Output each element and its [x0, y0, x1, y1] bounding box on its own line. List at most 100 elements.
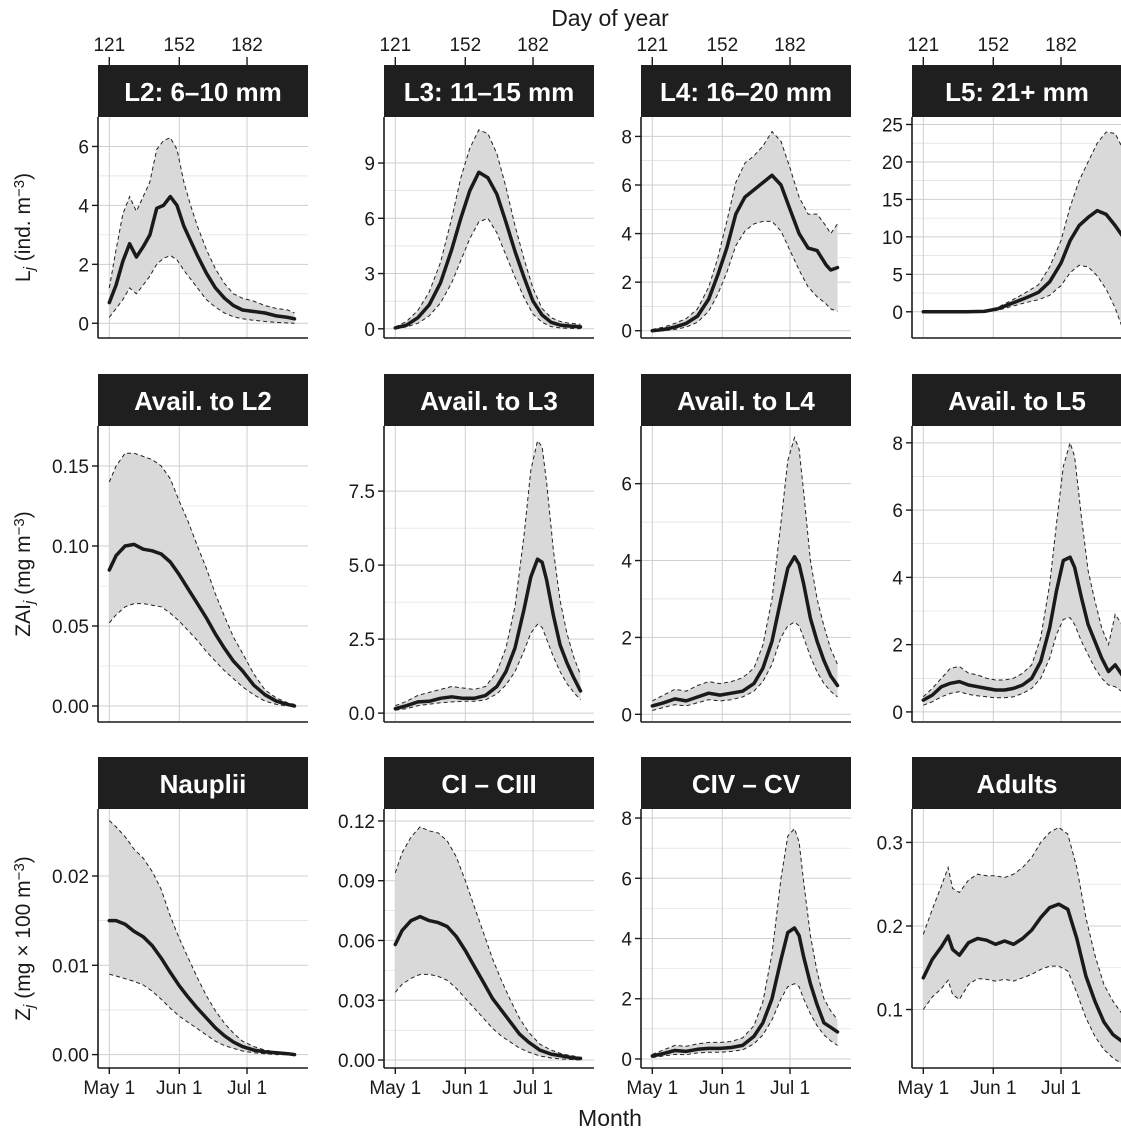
- y-tick-label: 4: [621, 225, 632, 246]
- y-tick-label: 4: [621, 930, 632, 951]
- panel-background: [384, 426, 594, 722]
- uncertainty-ribbon: [652, 131, 838, 331]
- lower-bound-line: [395, 217, 581, 330]
- x-tick-label: Jun 1: [699, 1078, 745, 1099]
- series-group: [650, 435, 840, 711]
- y-tick-label: 25: [882, 115, 903, 136]
- y-tick-label: 8: [892, 434, 903, 455]
- lower-bound-line: [922, 965, 1121, 1064]
- panel: 0 5 10 15 20 25 121 152 182 L5: 21+ mm: [882, 35, 1121, 339]
- y-tick-label: 6: [621, 475, 632, 496]
- y-axis-title-main: ZAI: [12, 604, 35, 637]
- y-tick-label: 2: [621, 990, 632, 1011]
- upper-bound-line: [922, 441, 1121, 698]
- panel-title: CIV – CV: [692, 769, 801, 799]
- median-line: [921, 555, 1121, 702]
- y-tick-label: 0.09: [338, 872, 375, 893]
- y-tick-label: 0.05: [52, 617, 89, 638]
- upper-bound-line: [108, 452, 295, 705]
- y-tick-label: 0.3: [877, 833, 903, 854]
- y-tick-label: 15: [882, 190, 903, 211]
- uncertainty-ribbon: [923, 132, 1121, 325]
- x-tick-label: Jul 1: [227, 1078, 267, 1099]
- panel-strip: [98, 65, 308, 117]
- lower-bound-line: [652, 621, 838, 711]
- median-line: [650, 554, 840, 708]
- median-line: [107, 918, 297, 1057]
- panel-title: L3: 11–15 mm: [404, 77, 575, 107]
- y-tick-label: 0.2: [877, 917, 903, 938]
- upper-bound-line: [652, 435, 838, 702]
- series-group: [107, 820, 297, 1057]
- panel-title: Adults: [977, 769, 1058, 799]
- y-tick-label: 6: [621, 176, 632, 197]
- y-tick-label: 9: [364, 154, 375, 175]
- y-axis-title-sup: −3: [11, 863, 28, 880]
- panel: 0 2 4 6 121 152 182 L2: 6–10 mm: [78, 35, 308, 339]
- y-tick-label: 6: [78, 137, 89, 158]
- y-axis-title-main: Z: [12, 1008, 35, 1021]
- y-tick-label: 6: [892, 501, 903, 522]
- median-line: [393, 914, 583, 1061]
- panel-title: CI – CIII: [441, 769, 536, 799]
- row-y-axis-title: Lj (ind. m−3): [11, 173, 38, 282]
- upper-bound-line: [394, 826, 581, 1059]
- x-tick-label: May 1: [369, 1078, 421, 1099]
- y-tick-label: 0: [364, 320, 375, 341]
- x-tick-label: May 1: [626, 1078, 678, 1099]
- y-tick-label: 4: [621, 552, 632, 573]
- y-tick-label: 2.5: [349, 630, 375, 651]
- y-axis-title-sub: j: [21, 600, 38, 606]
- y-tick-label: 8: [621, 809, 632, 830]
- lower-bound-line: [652, 220, 838, 332]
- y-axis-title-sup: −3: [11, 180, 28, 197]
- uncertainty-ribbon: [923, 827, 1121, 1064]
- x-tick-label: May 1: [83, 1078, 135, 1099]
- median-line: [107, 542, 297, 708]
- panel: 0 2 4 6 Avail. to L4: [621, 374, 851, 726]
- uncertainty-ribbon: [395, 440, 581, 711]
- y-axis-title-sub: j: [21, 266, 38, 272]
- x-tick-label: Jun 1: [442, 1078, 488, 1099]
- y-tick-label: 4: [892, 568, 903, 589]
- x-tick-label: May 1: [897, 1078, 949, 1099]
- panel-strip: [384, 757, 594, 809]
- x-tick-label: Jun 1: [156, 1078, 202, 1099]
- panel-strip: [912, 374, 1121, 426]
- y-axis-title-rest: (mg m: [12, 535, 35, 600]
- y-tick-label: 0.00: [338, 1051, 375, 1072]
- lower-bound-line: [923, 617, 1121, 706]
- series-group: [921, 441, 1121, 706]
- panel: 0.00 0.05 0.10 0.15 Avail. to L2: [52, 374, 308, 723]
- y-tick-label: 2: [78, 255, 89, 276]
- y-tick-label: 6: [621, 869, 632, 890]
- y-axis-title-rest: (mg × 100 m: [12, 880, 35, 1004]
- upper-bound-line: [395, 129, 581, 328]
- series-group: [393, 129, 583, 330]
- y-axis-title-close: ): [12, 511, 35, 518]
- uncertainty-ribbon: [652, 437, 838, 711]
- y-tick-label: 0: [892, 303, 903, 324]
- top-tick-label: 121: [636, 35, 668, 56]
- y-tick-label: 0.12: [338, 812, 375, 833]
- median-line: [921, 208, 1121, 314]
- median-line: [650, 173, 840, 333]
- panel-title: L2: 6–10 mm: [124, 77, 282, 107]
- top-tick-label: 152: [977, 35, 1009, 56]
- bottom-axis-title: Month: [578, 1105, 642, 1131]
- panel-strip: [384, 374, 594, 426]
- uncertainty-ribbon: [652, 828, 838, 1058]
- upper-bound-line: [108, 136, 295, 314]
- y-tick-label: 2: [621, 628, 632, 649]
- y-tick-label: 0.1: [877, 1001, 903, 1022]
- y-tick-label: 0.15: [52, 457, 89, 478]
- median-line: [921, 902, 1121, 1043]
- panel-title: Avail. to L2: [134, 386, 272, 416]
- upper-bound-line: [652, 130, 838, 330]
- top-tick-label: 121: [93, 35, 125, 56]
- y-axis-title-main: L: [12, 270, 35, 282]
- panel-strip: [98, 374, 308, 426]
- uncertainty-ribbon: [109, 453, 295, 706]
- panel: 0.00 0.03 0.06 0.09 0.12 May 1 Jun 1 Jul 1 CI – …: [338, 757, 594, 1099]
- top-tick-label: 182: [1045, 35, 1077, 56]
